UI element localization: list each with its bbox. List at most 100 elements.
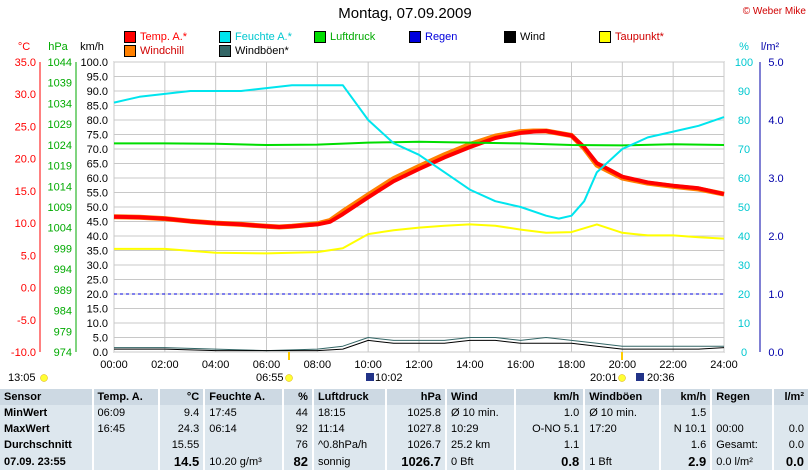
legend-item: Windchill	[124, 45, 184, 57]
humidity-unit: %	[739, 41, 749, 53]
stats-cell: MinWert	[0, 405, 94, 421]
stats-cell: 10.20 g/m³	[204, 453, 285, 470]
stats-cell	[204, 437, 285, 453]
pressure-tick-label: 1014	[48, 181, 72, 193]
stats-header-row: Sensor Temp. A. °C Feuchte A.% Luftdruck hPa W…	[0, 389, 810, 405]
stats-cell	[584, 437, 662, 453]
stats-cell: 1.6	[660, 437, 713, 453]
wind-tick-label: 25.0	[87, 275, 108, 287]
chart-title: Montag, 07.09.2009	[338, 5, 472, 22]
legend-swatch	[409, 31, 421, 43]
stats-cell: Gesamt:	[711, 437, 775, 453]
legend-item: Taupunkt*	[599, 31, 664, 43]
stats-cell: N 10.1	[660, 421, 713, 437]
pressure-tick-label: 999	[54, 243, 72, 255]
stats-header-cell: Sensor	[0, 389, 94, 405]
x-tick-label: 20:00	[609, 359, 637, 371]
temp-tick-label: 30.0	[15, 89, 36, 101]
legend-label: Windchill	[140, 45, 185, 57]
stats-cell: 06:09	[92, 405, 161, 421]
wind-tick-label: 100.0	[80, 57, 108, 69]
rain-unit: l/m²	[761, 41, 780, 53]
sun-icon	[40, 374, 48, 382]
wind-tick-label: 80.0	[87, 115, 108, 127]
pressure-tick-label: 984	[54, 306, 72, 318]
stats-cell: 0.8	[515, 453, 586, 470]
stats-cell: 1.0	[515, 405, 586, 421]
rain-tick-label: 5.0	[768, 57, 783, 69]
stats-cell: 17:20	[584, 421, 662, 437]
wind-tick-label: 0.0	[93, 347, 108, 359]
temp-tick-label: -5.0	[17, 315, 36, 327]
stats-cell: 1025.8	[386, 405, 447, 421]
stats-cell	[711, 405, 775, 421]
wind-tick-label: 60.0	[87, 173, 108, 185]
stats-cell	[92, 453, 161, 470]
stats-cell	[773, 405, 810, 421]
stats-cell: 0.0	[773, 437, 810, 453]
stats-cell: 82	[283, 453, 314, 470]
humidity-tick-label: 70	[738, 144, 750, 156]
rain-tick-label: 3.0	[768, 173, 783, 185]
pressure-tick-label: 1009	[48, 202, 72, 214]
stats-header-cell: %	[283, 389, 314, 405]
stats-cell: 18:15	[312, 405, 388, 421]
series-line	[113, 84, 725, 220]
stats-cell: 0.0	[773, 453, 810, 470]
wind-tick-label: 95.0	[87, 72, 108, 84]
wind-tick-label: 35.0	[87, 246, 108, 258]
stats-cell: 24.3	[159, 421, 206, 437]
stats-cell: Ø 10 min.	[584, 405, 662, 421]
legend-label: Regen	[425, 31, 458, 43]
x-tick-label: 22:00	[659, 359, 687, 371]
x-tick-label: 10:00	[354, 359, 382, 371]
wind-tick-label: 50.0	[87, 202, 108, 214]
stats-cell: 07.09. 23:55	[0, 453, 94, 470]
weather-chart: 00:00 02:00 04:00 06:00 08:00 10:00 12:00 14:00…	[8, 41, 784, 384]
pressure-tick-label: 1044	[48, 57, 72, 69]
rain-tick-label: 0.0	[768, 347, 783, 359]
legend-label: Taupunkt*	[615, 31, 664, 43]
humidity-tick-label: 10	[738, 318, 750, 330]
legend-swatch	[124, 45, 136, 57]
stats-cell: 16:45	[92, 421, 161, 437]
legend-label: Windböen*	[235, 45, 289, 57]
legend-swatch	[124, 31, 136, 43]
stats-cell: 0 Bft	[445, 453, 517, 470]
x-tick-label: 12:00	[405, 359, 433, 371]
stats-cell: 76	[283, 437, 314, 453]
legend-item: Temp. A.*	[124, 31, 187, 43]
pressure-tick-label: 979	[54, 326, 72, 338]
stats-header-cell: Wind	[445, 389, 517, 405]
humidity-tick-label: 30	[738, 260, 750, 272]
legend-item: Regen	[409, 31, 457, 43]
stats-cell: 11:14	[312, 421, 388, 437]
legend-label: Temp. A.*	[140, 31, 188, 43]
sun-icon	[285, 374, 293, 382]
stats-cell: 14.5	[159, 453, 206, 470]
stats-cell: Ø 10 min.	[445, 405, 517, 421]
legend-swatch	[599, 31, 611, 43]
temp-tick-label: 15.0	[15, 186, 36, 198]
stats-cell: 1 Bft	[584, 453, 662, 470]
stats-cell: 06:14	[204, 421, 285, 437]
wind-tick-label: 45.0	[87, 217, 108, 229]
humidity-tick-label: 40	[738, 231, 750, 243]
temp-unit: °C	[18, 41, 30, 53]
stats-cell: 1026.7	[386, 453, 447, 470]
temp-tick-label: 25.0	[15, 121, 36, 133]
stats-cell: 15.55	[159, 437, 206, 453]
stats-cell: 10:29	[445, 421, 517, 437]
stats-header-cell: Temp. A.	[92, 389, 161, 405]
legend-label: Feuchte A.*	[235, 31, 292, 43]
stats-cell: MaxWert	[0, 421, 94, 437]
pressure-tick-label: 1039	[48, 78, 72, 90]
timeline-sunrise-left: 13:05	[8, 372, 36, 384]
pressure-tick-label: 1034	[48, 98, 72, 110]
legend-swatch	[219, 31, 231, 43]
stats-cell: 92	[283, 421, 314, 437]
wind-tick-label: 65.0	[87, 159, 108, 171]
pressure-tick-label: 1004	[48, 223, 72, 235]
humidity-tick-label: 100	[735, 57, 753, 69]
stats-cell: 0.0	[773, 421, 810, 437]
